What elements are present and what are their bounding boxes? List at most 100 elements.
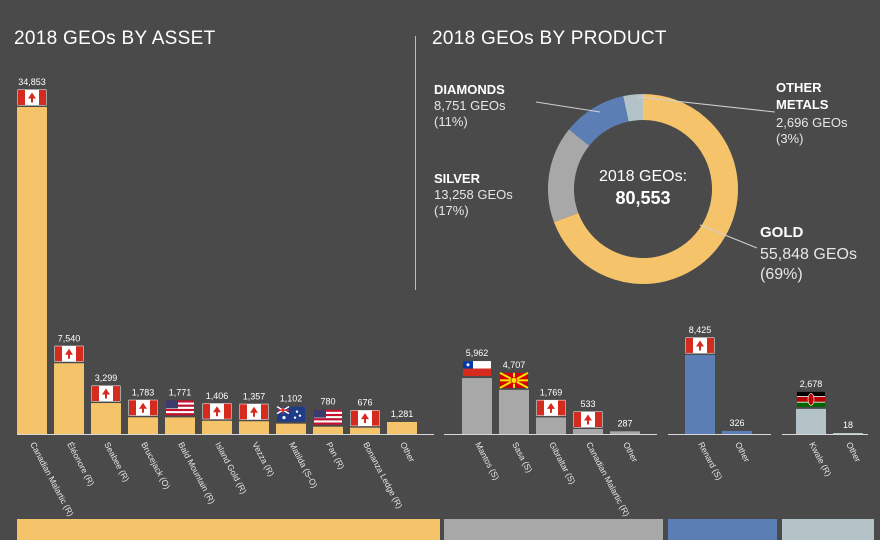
flag-usa-gold-bald-mountain-r xyxy=(166,400,194,416)
value-label-gold-island-gold-r: 1,406 xyxy=(206,391,229,401)
value-label-gold-other: 1,281 xyxy=(391,409,414,419)
value-label-gold-canadian-malartic-r: 34,853 xyxy=(18,77,46,87)
donut-slice-other-metals xyxy=(623,94,644,122)
bar-silver-mantos-s xyxy=(462,378,492,434)
bar-gold-bald-mountain-r xyxy=(165,417,195,434)
bar-other-metals-kwale-r xyxy=(796,408,826,434)
tick-label-other-metals-kwale-r: Kwale (R) xyxy=(807,440,833,478)
leader-line-gold xyxy=(699,224,758,249)
donut-slice-silver xyxy=(548,129,590,223)
value-label-silver-mantos-s: 5,962 xyxy=(466,348,489,358)
bar-gold-other xyxy=(387,421,417,434)
tick-label-silver-gibraltar-s: Gibraltar (S) xyxy=(547,440,578,486)
value-label-silver-other: 287 xyxy=(617,418,632,428)
bar-other-metals-other xyxy=(833,433,863,434)
bar-gold-bonanza-ledge-r xyxy=(350,427,380,434)
tick-label-gold-bonanza-ledge-r: Bonanza Ledge (R) xyxy=(361,440,405,510)
flag-kenya-other-metals-kwale-r xyxy=(797,391,825,407)
label-diamonds-pct: (11%) xyxy=(434,114,468,129)
value-label-silver-canadian-malartic-r: 533 xyxy=(580,399,595,409)
value-label-gold-vezza-r: 1,357 xyxy=(243,391,266,401)
bar-silver-other xyxy=(610,431,640,434)
tick-label-silver-mantos-s: Mantos (S) xyxy=(473,440,501,482)
bar-gold-seabee-r xyxy=(91,403,121,434)
tick-label-diamonds-other: Other xyxy=(733,440,752,464)
flag-canada-gold-brucejack-o xyxy=(128,399,158,416)
label-gold-name: GOLD xyxy=(760,224,803,241)
tick-label-gold-island-gold-r: Island Gold (R) xyxy=(213,440,249,495)
product-chart-title: 2018 GEOs BY PRODUCT xyxy=(432,28,667,49)
label-silver-pct: (17%) xyxy=(434,203,469,218)
bar-gold-matilda-s-o xyxy=(276,423,306,434)
flag-canada-gold-seabee-r xyxy=(91,385,121,402)
tick-label-silver-other: Other xyxy=(621,440,640,464)
leader-line-other-metals xyxy=(637,96,776,113)
flag-macedonia-silver-sasa-s xyxy=(499,371,529,389)
tick-label-gold-pan-r: Pan (R) xyxy=(324,440,347,471)
label-silver-name: SILVER xyxy=(434,171,481,186)
flag-usa-gold-pan-r xyxy=(314,409,342,425)
group-band-silver xyxy=(444,519,663,540)
asset-chart-title: 2018 GEOs BY ASSET xyxy=(14,28,216,49)
bar-silver-canadian-malartic-r xyxy=(573,428,603,434)
donut-center-label: 2018 GEOs: xyxy=(599,168,687,185)
group-band-other-metals xyxy=(782,519,874,540)
label-other-metals-pct: (3%) xyxy=(776,131,803,146)
flag-canada-gold--l-onore-r xyxy=(54,345,84,362)
value-label-silver-gibraltar-s: 1,769 xyxy=(540,387,563,397)
donut-center-value: 80,553 xyxy=(615,188,670,208)
value-label-gold-bald-mountain-r: 1,771 xyxy=(169,387,192,397)
bar-silver-gibraltar-s xyxy=(536,417,566,434)
tick-label-gold-bald-mountain-r: Bald Mountain (R) xyxy=(176,440,217,505)
bar-diamonds-other xyxy=(722,430,752,434)
flag-canada-gold-vezza-r xyxy=(239,403,269,420)
flag-chile-silver-mantos-s xyxy=(463,361,491,377)
label-diamonds-value: 8,751 GEOs xyxy=(434,98,506,113)
bar-gold-brucejack-o xyxy=(128,417,158,434)
value-label-gold-brucejack-o: 1,783 xyxy=(132,387,155,397)
tick-label-gold-vezza-r: Vezza (R) xyxy=(250,440,276,478)
tick-label-gold-canadian-malartic-r: Canadian Malartic (R) xyxy=(28,440,76,518)
value-label-gold-pan-r: 780 xyxy=(320,397,335,407)
tick-label-diamonds-renard-s: Renard (S) xyxy=(696,440,724,482)
tick-label-gold-other: Other xyxy=(398,440,417,464)
value-label-other-metals-other: 18 xyxy=(843,420,853,430)
flag-canada-gold-island-gold-r xyxy=(202,403,232,420)
label-other-metals-value: 2,696 GEOs xyxy=(776,115,848,130)
tick-label-gold-matilda-s-o: Matilda (S-O) xyxy=(287,440,320,489)
group-band-gold xyxy=(17,519,440,540)
label-gold-pct: (69%) xyxy=(760,266,803,283)
bar-gold-island-gold-r xyxy=(202,420,232,434)
value-label-gold-bonanza-ledge-r: 676 xyxy=(357,398,372,408)
flag-canada-gold-canadian-malartic-r xyxy=(17,89,47,106)
bar-gold-canadian-malartic-r xyxy=(17,107,47,434)
flag-canada-gold-bonanza-ledge-r xyxy=(350,410,380,427)
tick-label-other-metals-other: Other xyxy=(844,440,863,464)
bar-silver-sasa-s xyxy=(499,389,529,434)
bar-gold-vezza-r xyxy=(239,421,269,434)
bar-diamonds-renard-s xyxy=(685,354,715,434)
donut-slice-diamonds xyxy=(569,96,630,147)
flag-canada-silver-gibraltar-s xyxy=(536,399,566,416)
leader-line-diamonds xyxy=(535,101,601,113)
bar-gold--l-onore-r xyxy=(54,363,84,434)
tick-label-gold-brucejack-o: Brucejack (O) xyxy=(139,440,172,491)
value-label-gold-matilda-s-o: 1,102 xyxy=(280,394,303,404)
value-label-gold--l-onore-r: 7,540 xyxy=(58,333,81,343)
label-diamonds-name: DIAMONDS xyxy=(434,82,505,97)
value-label-diamonds-other: 326 xyxy=(729,418,744,428)
group-band-diamonds xyxy=(668,519,777,540)
flag-canada-silver-canadian-malartic-r xyxy=(573,411,603,428)
tick-label-gold-seabee-r: Seabee (R) xyxy=(102,440,131,483)
tick-label-gold--l-onore-r: Éléonore (R) xyxy=(65,440,97,487)
value-label-other-metals-kwale-r: 2,678 xyxy=(800,379,823,389)
label-silver-value: 13,258 GEOs xyxy=(434,187,513,202)
flag-canada-diamonds-renard-s xyxy=(685,337,715,354)
flag-australia-gold-matilda-s-o xyxy=(276,406,305,422)
bar-gold-pan-r xyxy=(313,426,343,434)
label-other-metals-name-2: METALS xyxy=(776,97,829,112)
label-other-metals-name-1: OTHER xyxy=(776,80,822,95)
value-label-gold-seabee-r: 3,299 xyxy=(95,373,118,383)
